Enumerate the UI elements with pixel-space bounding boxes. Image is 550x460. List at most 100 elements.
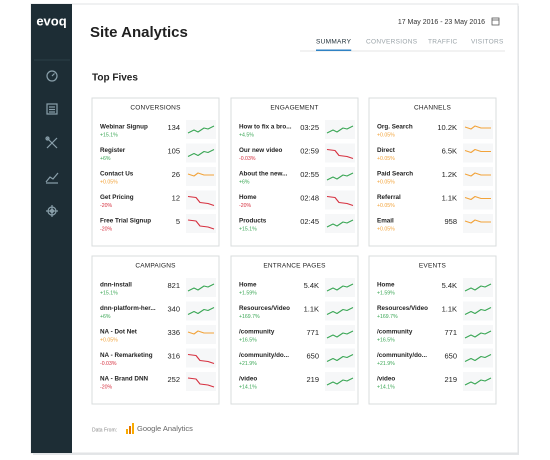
panel-title: EVENTS [419, 263, 447, 270]
item-change: +21.9% [239, 361, 257, 367]
item-name: Home [377, 282, 395, 289]
sparkline-bg [463, 214, 493, 233]
panel-title: ENGAGEMENT [270, 105, 318, 112]
sparkline [464, 172, 491, 177]
item-name: Org. Search [377, 124, 413, 131]
content-icon[interactable] [46, 103, 58, 115]
sparkline [326, 195, 354, 207]
item-value: 316 [167, 351, 180, 360]
sparkline [326, 148, 354, 160]
item-name: NA - Remarketing [100, 352, 153, 359]
item-value: 1.1K [442, 304, 457, 313]
item-change: +0.05% [377, 179, 395, 185]
sparkline [464, 283, 492, 292]
item-name: Contact Us [100, 171, 134, 178]
item-name: Referral [377, 194, 401, 201]
item-value: 340 [167, 304, 180, 313]
sidebar-icons [45, 70, 59, 217]
sparkline-bg [325, 190, 355, 210]
item-name: /video [239, 376, 257, 383]
sparkline [464, 354, 492, 362]
item-change: +16.5% [377, 337, 395, 343]
sparkline [187, 353, 215, 365]
sparkline-bg [186, 190, 216, 210]
calendar-icon[interactable] [491, 17, 500, 26]
item-name: Products [239, 218, 267, 225]
sparkline-bg [186, 348, 216, 368]
sparkline [326, 354, 354, 362]
footer-source: Google Analytics [137, 424, 193, 433]
sparkline [326, 219, 354, 228]
item-name: /community [377, 329, 413, 336]
item-value: 12 [172, 193, 180, 202]
item-name: Free Trial Signup [100, 218, 151, 225]
item-change: +21.9% [377, 361, 395, 367]
sparkline [187, 307, 215, 315]
panel-title: CAMPAIGNS [135, 263, 176, 270]
sparkline-bg [186, 214, 216, 233]
item-change: +15.1% [239, 226, 257, 232]
item-value: 252 [167, 375, 180, 384]
tab[interactable]: VISITORS [471, 39, 504, 46]
analytics-icon[interactable] [45, 172, 59, 184]
item-name: Resources/Video [377, 305, 428, 312]
sparkline [464, 219, 491, 224]
tab[interactable]: SUMMARY [316, 39, 352, 46]
date-range[interactable]: 17 May 2016 - 23 May 2016 [398, 19, 485, 26]
sparkline-bg [186, 167, 216, 186]
tab-underline [316, 49, 352, 51]
item-change: +15.1% [100, 132, 118, 138]
item-change: -0.03% [100, 361, 117, 367]
settings-icon[interactable] [46, 205, 58, 217]
sparkline-bg [463, 190, 493, 210]
item-name: Home [239, 194, 257, 201]
item-change: +16.5% [239, 337, 257, 343]
item-value: 958 [444, 217, 457, 226]
item-change: +0.05% [377, 156, 395, 162]
item-name: Resources/Video [239, 305, 290, 312]
sidebar [31, 4, 72, 453]
tab[interactable]: TRAFFIC [428, 39, 458, 46]
item-change: -20% [100, 226, 112, 232]
item-name: About the new... [239, 171, 288, 178]
sparkline-bg [463, 120, 493, 139]
item-change: -0.03% [239, 156, 256, 162]
tab[interactable]: CONVERSIONS [366, 39, 418, 46]
item-value: 1.1K [442, 193, 457, 202]
panel-title: ENTRANCE PAGES [263, 263, 326, 270]
tools-icon[interactable] [45, 136, 58, 149]
item-name: Register [100, 147, 126, 154]
sparkline [187, 283, 215, 292]
item-value: 771 [444, 328, 457, 337]
item-value: 1.2K [442, 170, 457, 179]
item-value: 02:55 [300, 170, 319, 179]
item-name: Email [377, 218, 394, 225]
sparkline [326, 283, 354, 292]
item-value: 1.1K [304, 304, 319, 313]
item-value: 771 [306, 328, 319, 337]
item-change: +0.05% [377, 132, 395, 138]
sparkline [326, 172, 354, 181]
panel-title: CONVERSIONS [130, 105, 181, 112]
item-value: 219 [444, 375, 457, 384]
sparkline [187, 172, 214, 177]
item-name: /video [377, 376, 395, 383]
item-name: Paid Search [377, 171, 413, 178]
sparkline [326, 377, 354, 386]
section-title: Top Fives [92, 73, 138, 84]
dashboard-icon[interactable] [46, 70, 58, 82]
footer-label: Data From: [92, 427, 117, 433]
sparkline [187, 219, 215, 230]
item-name: Get Pricing [100, 194, 134, 201]
sparkline [464, 377, 492, 386]
item-change: -20% [100, 203, 112, 209]
sparkline [187, 195, 215, 207]
sparkline [326, 307, 354, 315]
item-value: 02:59 [300, 146, 319, 155]
item-value: 02:48 [300, 193, 319, 202]
item-name: dnn-platform-her... [100, 305, 156, 312]
sparkline [464, 330, 492, 339]
item-value: 10.2K [437, 123, 457, 132]
